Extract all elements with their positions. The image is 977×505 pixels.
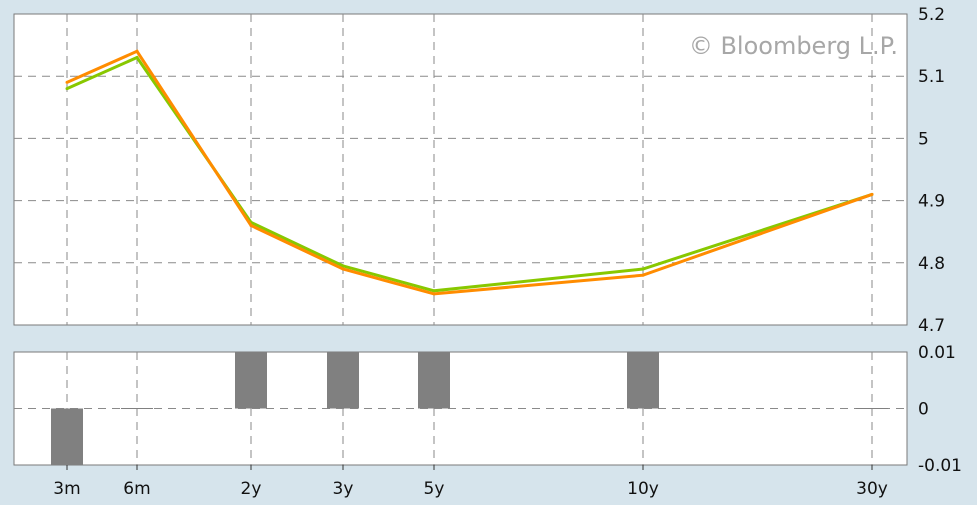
x-tick-label: 10y xyxy=(627,479,659,499)
yield-data-point xyxy=(341,267,345,271)
yield-panel: 4.7 4.8 4.9 5 5.1 5.2 © Bloomberg L.P. xyxy=(13,5,945,336)
x-tick-label: 6m xyxy=(123,479,150,499)
change-y-tick-label: -0.01 xyxy=(918,456,962,476)
change-panel: -0.01 0 0.01 xyxy=(13,343,962,476)
yield-data-point xyxy=(641,273,645,277)
yield-data-point xyxy=(65,80,69,84)
change-y-tick-label: 0.01 xyxy=(918,343,956,363)
yield-y-tick-label: 4.7 xyxy=(918,316,945,336)
x-axis: 3m 6m 2y 3y 5y 10y 30y xyxy=(53,465,888,499)
change-bar xyxy=(627,352,659,409)
change-bar xyxy=(235,352,267,409)
yield-data-point xyxy=(341,264,345,268)
yield-y-tick-label: 4.8 xyxy=(918,254,945,274)
change-bar xyxy=(51,408,83,465)
yield-data-point xyxy=(432,292,436,296)
change-bar xyxy=(418,352,450,409)
yield-data-point xyxy=(65,87,69,91)
change-bar xyxy=(327,352,359,409)
yield-y-tick-label: 5.1 xyxy=(918,67,945,87)
x-tick-label: 2y xyxy=(241,479,262,499)
yield-data-point xyxy=(135,56,139,59)
yield-y-tick-label: 4.9 xyxy=(918,192,945,212)
yield-plot-area xyxy=(13,13,908,326)
yield-data-point xyxy=(870,192,874,196)
watermark-text: © Bloomberg L.P. xyxy=(689,32,898,60)
change-y-tick-label: 0 xyxy=(918,400,929,420)
yield-data-point xyxy=(249,224,253,227)
x-tick-label: 30y xyxy=(856,479,888,499)
yield-data-point xyxy=(432,289,436,293)
x-tick-label: 3m xyxy=(53,479,80,499)
yield-data-point xyxy=(135,49,139,53)
x-tick-label: 5y xyxy=(424,479,445,499)
x-tick-label: 3y xyxy=(333,479,354,499)
yield-y-tick-label: 5.2 xyxy=(918,5,945,25)
yield-y-tick-label: 5 xyxy=(918,129,929,149)
yield-data-point xyxy=(641,267,645,271)
